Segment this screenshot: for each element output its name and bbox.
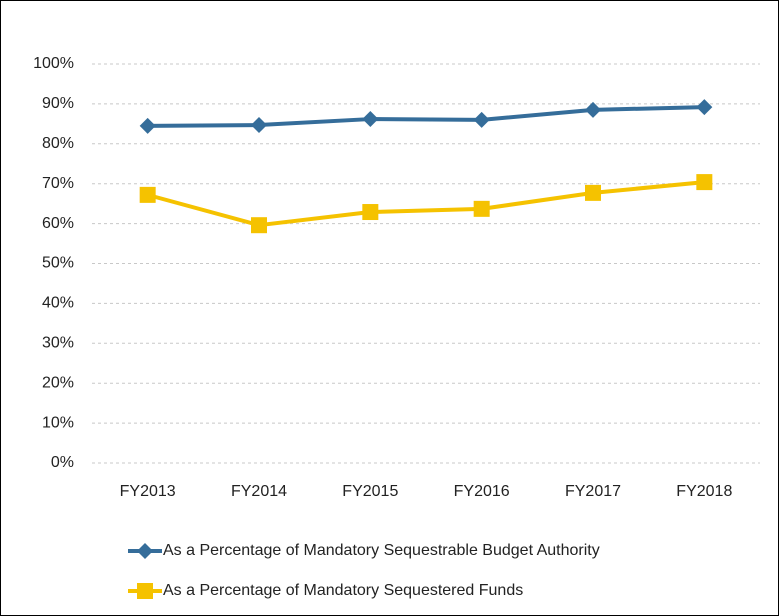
- data-point: [139, 117, 156, 134]
- legend-label: As a Percentage of Mandatory Sequestrabl…: [163, 542, 600, 559]
- y-tick-label: 70%: [42, 175, 74, 192]
- series-line: [147, 105, 705, 128]
- y-tick-label: 60%: [42, 215, 74, 232]
- data-point: [251, 117, 267, 134]
- x-tick-label: FY2018: [676, 483, 732, 500]
- y-tick-label: 10%: [42, 414, 74, 431]
- legend-marker: [137, 543, 153, 559]
- data-point: [473, 200, 490, 217]
- y-tick-label: 100%: [33, 55, 74, 72]
- data-point: [362, 111, 379, 128]
- series-line: [147, 180, 705, 228]
- y-tick-label: 0%: [51, 454, 74, 471]
- data-point: [139, 186, 156, 203]
- y-tick-label: 40%: [42, 295, 74, 312]
- data-point: [473, 111, 490, 128]
- legend-label: As a Percentage of Mandatory Sequestered…: [163, 582, 523, 599]
- y-tick-label: 90%: [42, 95, 74, 112]
- x-tick-label: FY2014: [231, 483, 287, 500]
- x-tick-label: FY2017: [565, 483, 621, 500]
- data-point: [696, 99, 713, 116]
- data-point: [696, 174, 713, 191]
- data-point: [362, 204, 379, 221]
- y-tick-label: 30%: [42, 335, 74, 352]
- x-tick-label: FY2015: [342, 483, 398, 500]
- data-point: [585, 101, 601, 118]
- y-tick-label: 20%: [42, 374, 74, 391]
- data-point: [585, 184, 601, 201]
- y-tick-label: 80%: [42, 135, 74, 152]
- x-tick-label: FY2016: [454, 483, 510, 500]
- y-tick-label: 50%: [42, 255, 74, 272]
- x-tick-label: FY2013: [120, 483, 176, 500]
- data-point: [251, 217, 267, 234]
- legend-marker: [137, 583, 153, 599]
